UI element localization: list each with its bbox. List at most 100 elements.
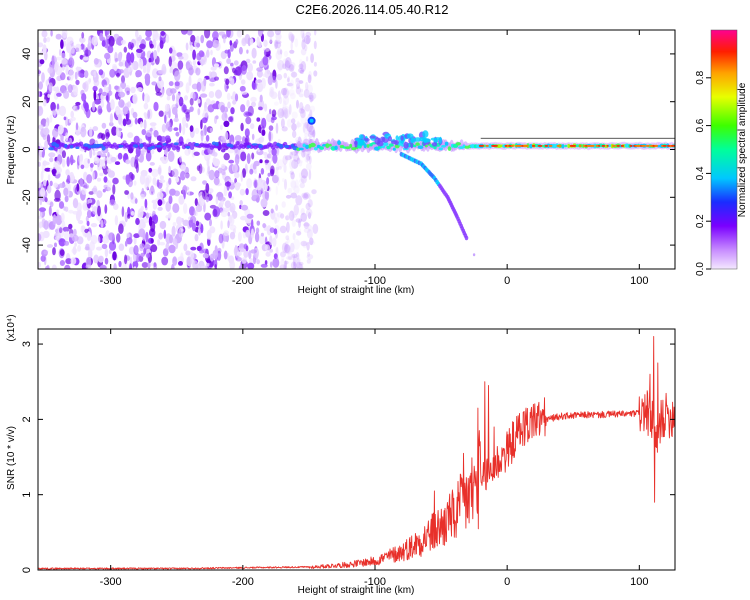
spectrogram-trace-peak xyxy=(654,144,659,147)
spectrogram-noise-blob xyxy=(306,253,314,260)
spectrogram-trace-halo xyxy=(235,141,240,146)
spectrogram-noise-blob xyxy=(186,256,192,267)
spectrogram-noise-blob xyxy=(108,241,117,251)
spectrogram-noise-blob xyxy=(185,42,189,51)
spectrogram-noise-blob xyxy=(127,132,134,139)
spectrogram-noise-blob xyxy=(179,122,182,134)
spectrogram-noise-blob xyxy=(205,98,211,106)
spectrogram-noise-blob xyxy=(196,52,202,61)
spectrogram-noise-blob xyxy=(250,249,257,254)
spectrogram-noise-blob xyxy=(286,256,292,260)
spectrogram-trace-core xyxy=(444,141,449,146)
spectrogram-noise-blob xyxy=(270,91,278,99)
spectrogram-noise-blob xyxy=(104,257,109,265)
spectrogram-noise-blob xyxy=(303,222,310,227)
spectrogram-noise-blob xyxy=(38,149,42,161)
spectrogram-noise-blob xyxy=(48,82,53,93)
spectrogram-noise-blob xyxy=(148,167,153,173)
spectrogram-trace-core xyxy=(173,142,179,146)
spectrogram-noise-blob xyxy=(307,199,313,208)
spectrogram-noise-blob xyxy=(299,69,304,74)
spectrogram-noise-blob xyxy=(63,187,69,197)
spectrogram-noise-blob xyxy=(142,65,147,74)
spectrogram-noise-blob xyxy=(296,157,301,164)
spectrogram-noise-blob xyxy=(105,95,109,101)
spectrogram-noise-blob xyxy=(206,229,212,240)
spectrogram-noise-blob xyxy=(38,124,44,130)
snr-x-tick-label: -300 xyxy=(100,576,122,588)
spectrogram-noise-blob xyxy=(276,169,279,178)
spectrogram-noise-blob xyxy=(215,115,219,120)
snr-y-multiplier: (x10⁴) xyxy=(6,314,17,341)
spectrogram-noise-blob xyxy=(86,210,92,218)
spectrogram-noise-blob xyxy=(192,59,196,66)
spectrogram-noise-blob xyxy=(284,260,287,269)
spectrogram-noise-blob xyxy=(272,237,277,247)
spectrogram-noise-blob xyxy=(240,122,244,132)
spectrogram-noise-blob xyxy=(124,254,128,265)
spectrogram-noise-blob xyxy=(256,69,263,78)
spectrogram-noise-blob xyxy=(302,122,306,133)
spectrogram-noise-blob xyxy=(44,167,52,172)
spectrogram-noise-blob xyxy=(165,34,170,43)
spectrogram-noise-blob xyxy=(243,243,248,250)
spectrogram-noise-blob xyxy=(245,58,251,64)
spectrogram-noise-blob xyxy=(157,78,164,89)
spectrogram-noise-blob xyxy=(206,262,210,267)
spectrogram-noise-blob xyxy=(48,152,56,158)
spectrogram-noise-blob xyxy=(275,256,279,268)
spectrogram-noise-blob xyxy=(139,173,146,185)
spectrogram-noise-blob xyxy=(246,213,254,219)
spectrogram-noise-blob xyxy=(244,128,250,138)
spectrogram-noise-blob xyxy=(38,221,43,229)
spectrogram-noise-blob xyxy=(203,77,207,87)
spectrogram-noise-blob xyxy=(126,90,130,96)
spectrogram-noise-blob xyxy=(275,122,279,134)
spectrogram-noise-blob xyxy=(157,239,161,246)
spectrogram-trace-peak xyxy=(671,144,675,147)
spectrogram-trace-core xyxy=(97,143,104,147)
spectrogram-noise-blob xyxy=(281,242,288,253)
spectrogram-noise-blob xyxy=(309,109,313,119)
spectrogram-noise-blob xyxy=(300,88,303,93)
spectrogram-trace-halo xyxy=(271,145,276,150)
spectrogram-noise-blob xyxy=(255,179,263,191)
spectrogram-noise-blob xyxy=(108,249,112,255)
spectrogram-noise-blob xyxy=(159,241,166,246)
spectrogram-noise-blob xyxy=(135,217,140,226)
spectrogram-noise-blob xyxy=(298,80,304,84)
spectrogram-noise-blob xyxy=(290,40,293,51)
spectrogram-noise-blob xyxy=(87,35,92,47)
spectrogram-noise-blob xyxy=(251,228,254,239)
spectrogram-noise-blob xyxy=(38,262,42,268)
spectrogram-noise-blob xyxy=(44,140,49,150)
spectrogram-noise-blob xyxy=(59,227,63,234)
spectrogram-noise-blob xyxy=(173,127,179,131)
spectrogram-noise-blob xyxy=(251,101,256,108)
spectrogram-noise-blob xyxy=(116,72,120,78)
spectrogram-noise-blob xyxy=(224,181,232,187)
spectrogram-y-tick-label: -40 xyxy=(21,237,33,253)
spectrogram-noise-blob xyxy=(305,202,311,210)
spectrogram-noise-blob xyxy=(41,218,46,228)
spectrogram-noise-blob xyxy=(291,219,296,227)
spectrogram-noise-blob xyxy=(94,98,101,105)
spectrogram-trace-peak xyxy=(510,144,514,147)
spectrogram-noise-blob xyxy=(100,153,107,158)
spectrogram-noise-blob xyxy=(286,238,290,244)
spectrogram-noise-blob xyxy=(212,157,217,165)
spectrogram-noise-blob xyxy=(234,154,240,165)
spectrogram-noise-blob xyxy=(264,159,270,164)
spectrogram-noise-blob xyxy=(305,152,309,163)
spectrogram-trace-bump xyxy=(410,138,416,143)
spectrogram-noise-blob xyxy=(298,261,304,266)
spectrogram-noise-blob xyxy=(115,105,121,116)
spectrogram-trace-core xyxy=(258,144,263,149)
spectrogram-noise-blob xyxy=(287,212,293,221)
spectrogram-noise-blob xyxy=(177,94,181,100)
spectrogram-noise-blob xyxy=(178,261,183,266)
spectrogram-noise-blob xyxy=(293,153,300,162)
spectrogram-noise-blob xyxy=(307,251,311,257)
spectrogram-noise-blob xyxy=(237,231,242,242)
spectrogram-noise-blob xyxy=(120,265,128,269)
